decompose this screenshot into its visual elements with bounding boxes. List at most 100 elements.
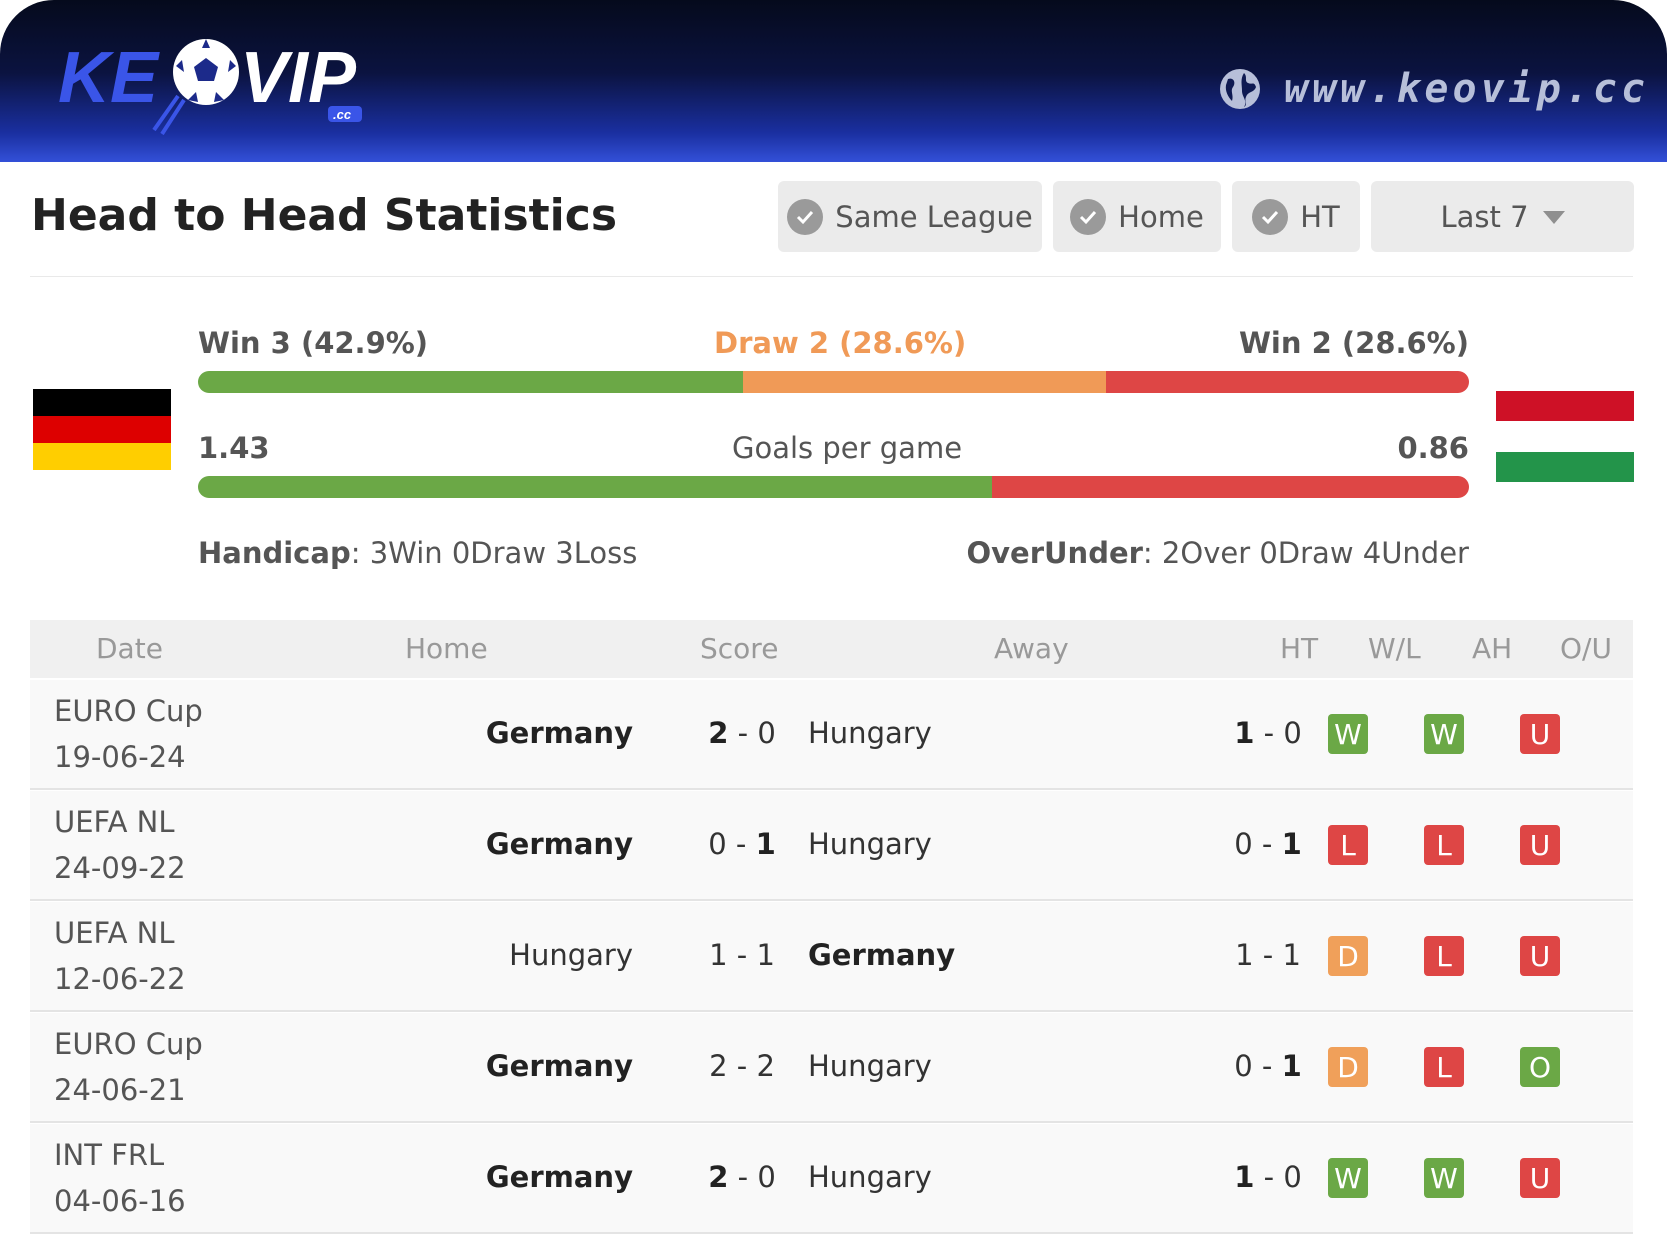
score-separator: -: [1263, 716, 1275, 750]
match-row[interactable]: UEFA NL 24-09-22 Germany 0 - 1 Hungary 0 - 1 L…: [30, 791, 1633, 901]
ht-away-score: 0: [1283, 716, 1302, 750]
globe-icon: [1220, 69, 1260, 109]
match-score[interactable]: 2 - 0: [706, 1160, 778, 1194]
away-team[interactable]: Hungary: [808, 827, 932, 861]
ht-score: 1 - 0: [1228, 1160, 1308, 1194]
score-separator: -: [1263, 1160, 1275, 1194]
league-name[interactable]: INT FRL: [54, 1138, 165, 1172]
home-team[interactable]: Germany: [485, 827, 633, 861]
score-separator: -: [737, 1160, 749, 1194]
ht-home-score: 1: [1235, 938, 1254, 972]
ou-badge: U: [1520, 825, 1560, 865]
filter-same-league[interactable]: Same League: [778, 181, 1042, 252]
filter-ht[interactable]: HT: [1232, 181, 1360, 252]
handicap-separator: :: [350, 536, 361, 570]
home-team[interactable]: Germany: [485, 716, 633, 750]
away-score: 1: [755, 827, 776, 861]
away-win-label: Win 2 (28.6%): [1238, 326, 1469, 360]
wl-badge: W: [1328, 1158, 1368, 1198]
chevron-down-icon: [1542, 211, 1565, 224]
logo-text-ke: KE: [58, 38, 160, 118]
logo-text-vip: VIP: [240, 38, 357, 118]
ou-badge: U: [1520, 936, 1560, 976]
away-team[interactable]: Germany: [808, 938, 956, 972]
select-value: Last 7: [1440, 199, 1529, 234]
score-separator: -: [736, 1049, 748, 1083]
col-wl: W/L: [1368, 632, 1421, 665]
filter-label: HT: [1300, 199, 1340, 234]
ah-badge: W: [1424, 1158, 1464, 1198]
col-ht: HT: [1280, 632, 1319, 665]
league-name[interactable]: EURO Cup: [54, 694, 203, 728]
ah-badge: L: [1424, 936, 1464, 976]
ht-score: 0 - 1: [1228, 827, 1308, 861]
ht-score: 0 - 1: [1228, 1049, 1308, 1083]
overunder-value: 2Over 0Draw 4Under: [1161, 536, 1469, 570]
home-team[interactable]: Germany: [485, 1160, 633, 1194]
home-score: 1: [709, 938, 728, 972]
wl-badge: D: [1328, 1047, 1368, 1087]
handicap-summary: Handicap: 3Win 0Draw 3Loss: [198, 536, 637, 570]
away-team[interactable]: Hungary: [808, 1049, 932, 1083]
ah-badge: L: [1424, 1047, 1464, 1087]
goals-per-game-label: Goals per game: [732, 431, 963, 465]
col-score: Score: [700, 632, 779, 665]
site-url: www.keovip.cc: [1284, 66, 1650, 112]
ht-home-score: 0: [1234, 1049, 1253, 1083]
home-team[interactable]: Hungary: [509, 938, 633, 972]
filter-label: Home: [1118, 199, 1204, 234]
col-date: Date: [96, 632, 163, 665]
ht-away-score: 1: [1281, 1049, 1302, 1083]
score-separator: -: [1261, 1049, 1273, 1083]
score-separator: -: [1261, 827, 1273, 861]
home-score: 2: [709, 1049, 728, 1083]
away-team[interactable]: Hungary: [808, 716, 932, 750]
match-score[interactable]: 0 - 1: [706, 827, 778, 861]
ou-badge: O: [1520, 1047, 1560, 1087]
hungary-flag: [1496, 391, 1634, 482]
ht-score: 1 - 1: [1228, 938, 1308, 972]
away-score: 0: [757, 716, 776, 750]
away-team[interactable]: Hungary: [808, 1160, 932, 1194]
league-name[interactable]: UEFA NL: [54, 805, 175, 839]
ht-home-score: 1: [1234, 716, 1255, 750]
keovip-logo[interactable]: KE VIP .cc: [58, 30, 408, 140]
home-team[interactable]: Germany: [485, 1049, 633, 1083]
match-score[interactable]: 1 - 1: [706, 938, 778, 972]
match-score[interactable]: 2 - 2: [706, 1049, 778, 1083]
col-home: Home: [405, 632, 488, 665]
league-name[interactable]: EURO Cup: [54, 1027, 203, 1061]
score-separator: -: [737, 716, 749, 750]
filter-home[interactable]: Home: [1053, 181, 1221, 252]
league-name[interactable]: UEFA NL: [54, 916, 175, 950]
overunder-separator: :: [1142, 536, 1153, 570]
match-row[interactable]: EURO Cup 19-06-24 Germany 2 - 0 Hungary 1 - 0…: [30, 680, 1633, 790]
match-score[interactable]: 2 - 0: [706, 716, 778, 750]
score-separator: -: [1262, 938, 1274, 972]
away-score: 2: [756, 1049, 775, 1083]
match-date: 24-06-21: [54, 1073, 186, 1107]
last-matches-select[interactable]: Last 7: [1371, 181, 1634, 252]
wl-badge: L: [1328, 825, 1368, 865]
site-banner: KE VIP .cc www.keovip.cc: [0, 0, 1667, 162]
col-ah: AH: [1472, 632, 1513, 665]
ht-score: 1 - 0: [1228, 716, 1308, 750]
ou-badge: U: [1520, 1158, 1560, 1198]
goals-split-bar: [198, 476, 1469, 498]
check-icon: [1070, 198, 1107, 235]
ht-home-score: 0: [1234, 827, 1253, 861]
ht-away-score: 1: [1282, 938, 1301, 972]
overunder-label: OverUnder: [966, 536, 1143, 570]
draw-segment: [742, 371, 1106, 393]
match-date: 19-06-24: [54, 740, 186, 774]
match-date: 12-06-22: [54, 962, 186, 996]
match-date: 24-09-22: [54, 851, 186, 885]
match-row[interactable]: EURO Cup 24-06-21 Germany 2 - 2 Hungary 0 - 1…: [30, 1013, 1633, 1123]
site-url-block[interactable]: www.keovip.cc: [1218, 66, 1649, 112]
handicap-label: Handicap: [198, 536, 351, 570]
wl-badge: W: [1328, 714, 1368, 754]
home-score: 0: [708, 827, 727, 861]
